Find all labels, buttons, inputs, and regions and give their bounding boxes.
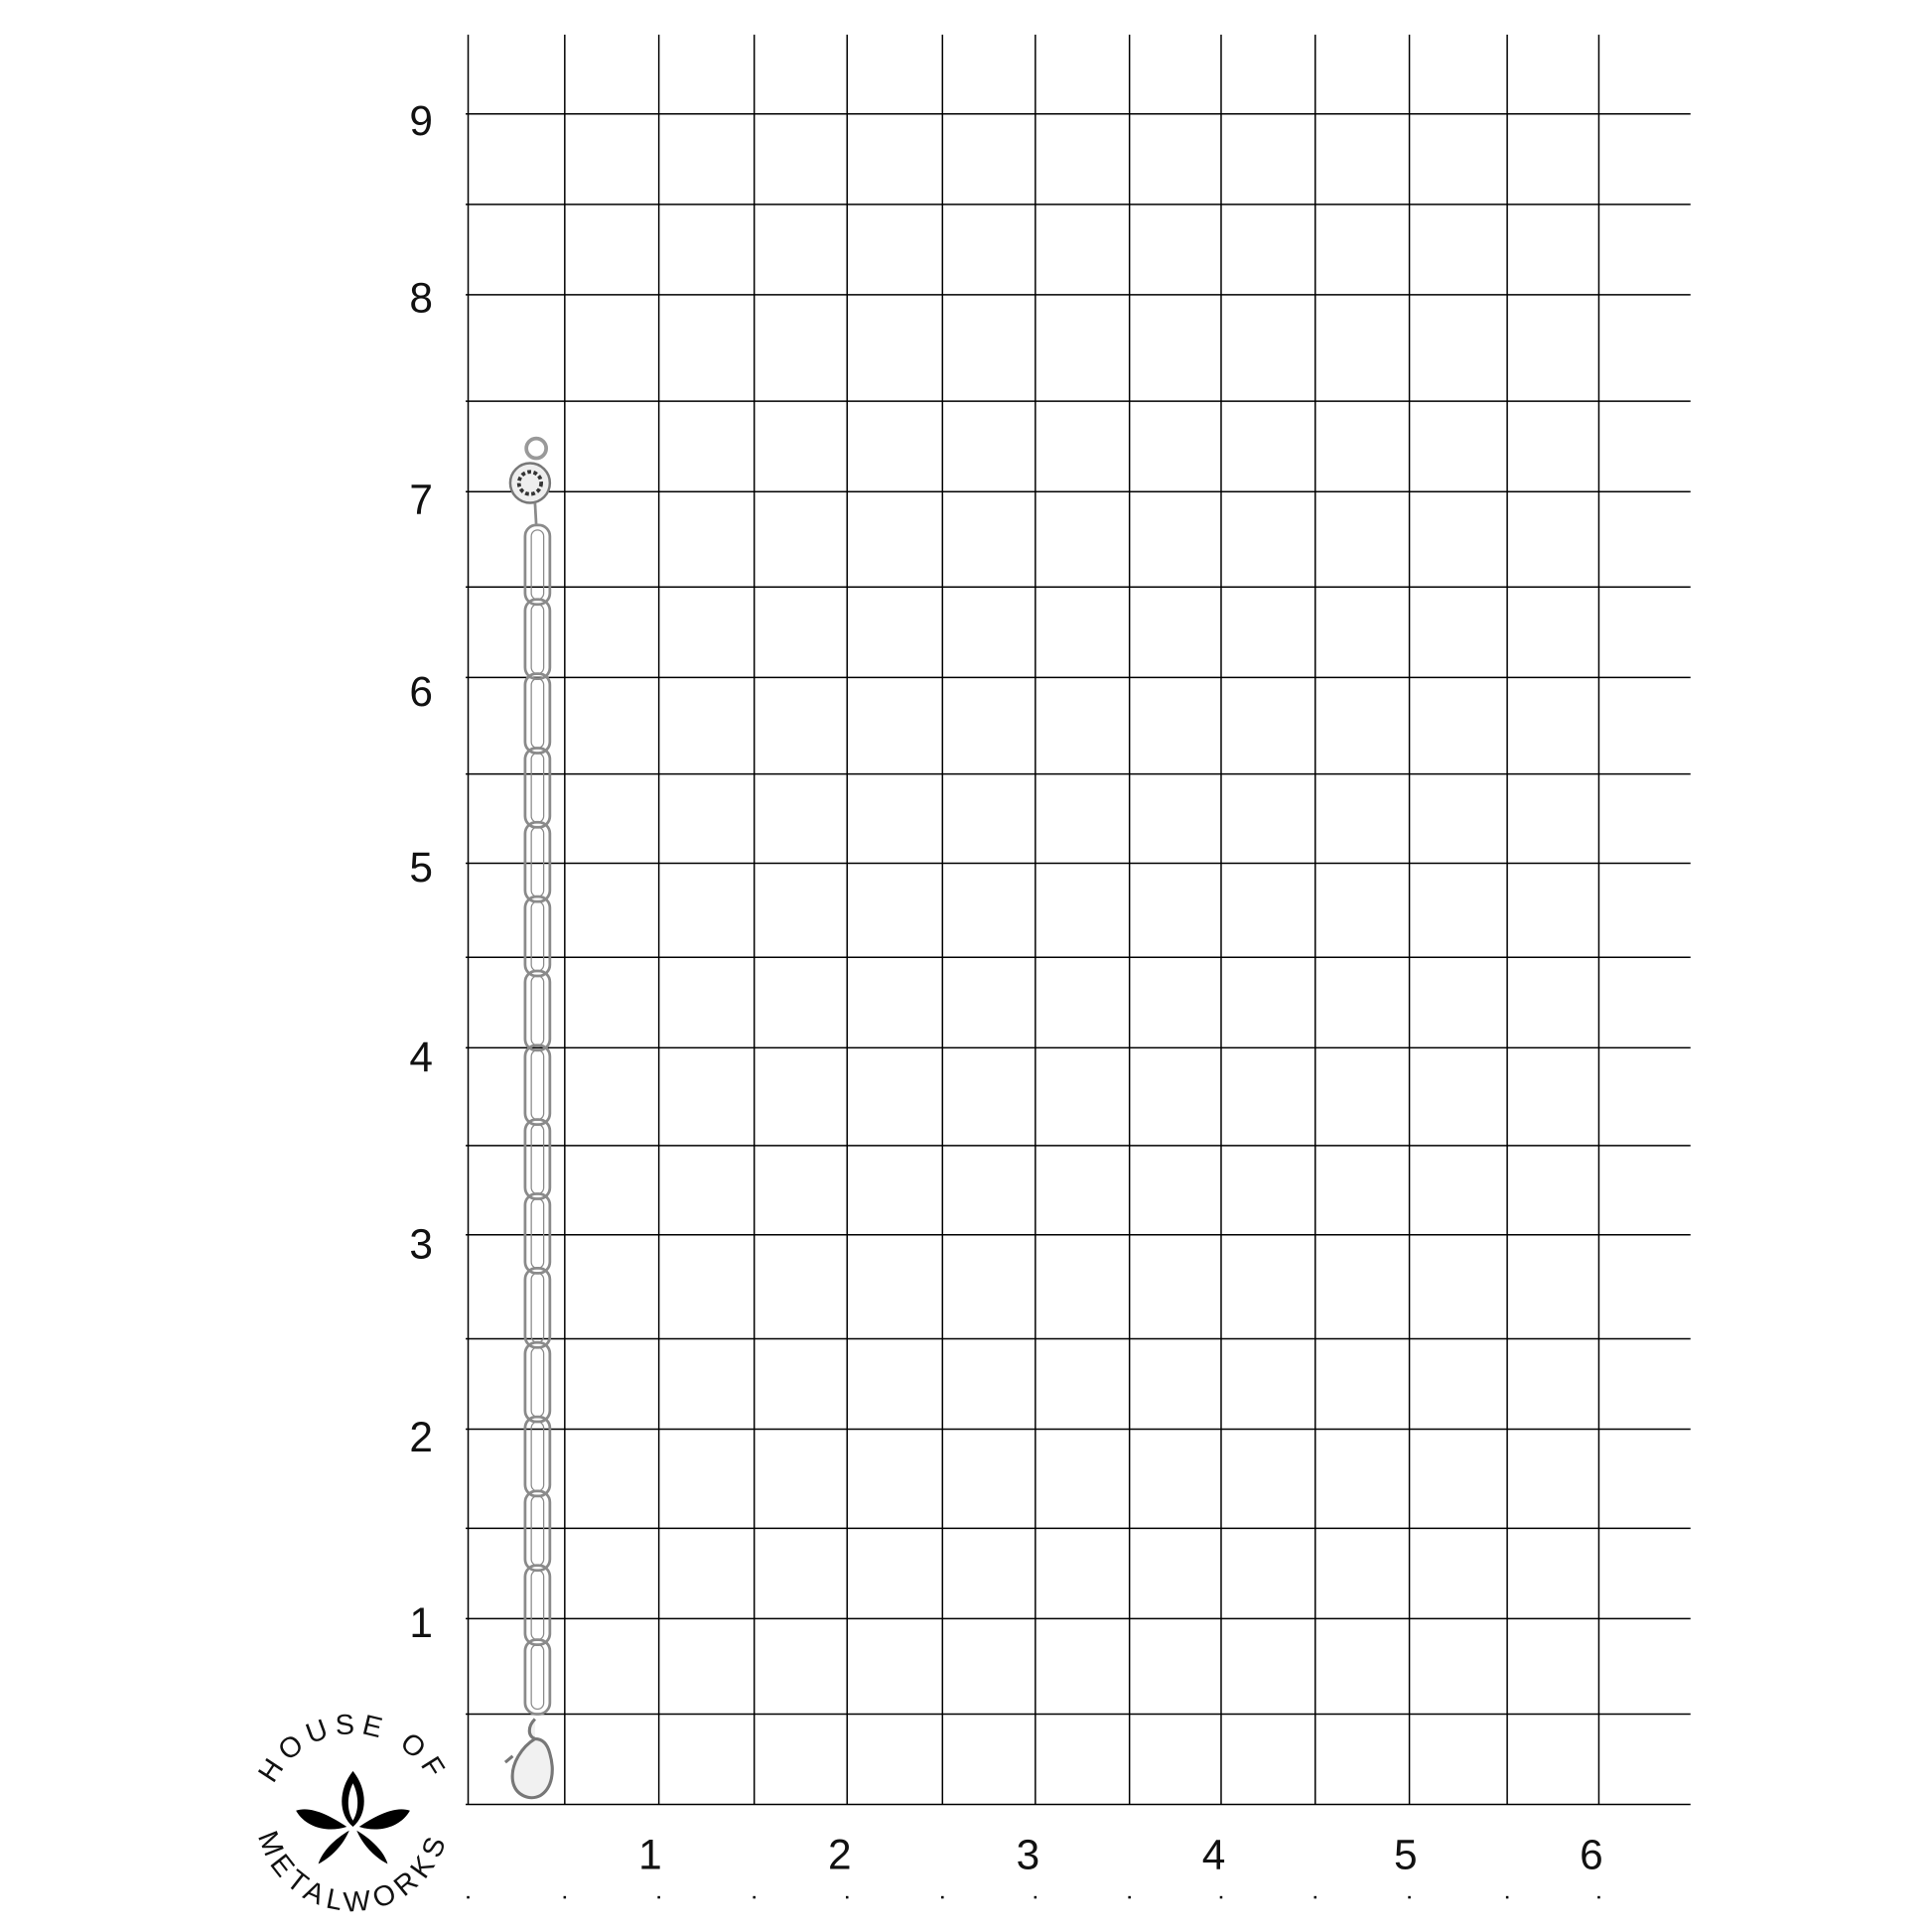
chain-link-inner (530, 1643, 545, 1711)
y-tick-label: 6 (409, 668, 433, 715)
chain-link (523, 1564, 552, 1646)
x-tick-label: 5 (1394, 1831, 1418, 1877)
y-tick-label: 8 (409, 274, 433, 321)
clasp-engraving (516, 470, 544, 496)
y-tick-label: 7 (409, 477, 433, 523)
tick-dot (1313, 1895, 1317, 1899)
chain-link-inner (530, 1197, 545, 1269)
x-tick-label: 4 (1202, 1831, 1226, 1877)
chain-link-inner (530, 529, 545, 601)
chain-link (523, 895, 552, 978)
tick-dot (657, 1895, 660, 1899)
chain-link (523, 598, 552, 680)
tick-dot (467, 1895, 470, 1899)
box-clasp-icon (508, 462, 552, 504)
chain-link-inner (530, 1495, 545, 1567)
x-tick-label: 2 (828, 1831, 852, 1877)
tick-dot (1408, 1895, 1411, 1899)
tick-dot (1597, 1895, 1600, 1899)
y-tick-label: 2 (409, 1414, 433, 1460)
chain-link-inner (530, 1346, 545, 1418)
chain-link-inner (530, 1049, 545, 1121)
baseline-dots (467, 1895, 1600, 1899)
tick-dot (753, 1895, 756, 1899)
chain-link-inner (530, 1124, 545, 1195)
chain-link (523, 1118, 552, 1200)
tick-dot (1034, 1895, 1037, 1899)
chain-link-inner (530, 1272, 545, 1343)
tick-dot (845, 1895, 849, 1899)
chain-link-inner (530, 1570, 545, 1641)
chain-link (523, 1638, 552, 1716)
chain-link (523, 969, 552, 1052)
chain-link (523, 523, 552, 607)
chain-link (523, 747, 552, 829)
chain-link-inner (530, 975, 545, 1046)
brand-logo: HOUSE OF METALWORKS (251, 1709, 455, 1919)
tick-dot (1505, 1895, 1509, 1899)
y-tick-label: 4 (409, 1034, 433, 1080)
chain-link-inner (530, 752, 545, 823)
chain-link-inner (530, 900, 545, 972)
chain-link (523, 1043, 552, 1127)
chain-link (523, 1489, 552, 1573)
x-tick-label: 6 (1580, 1831, 1603, 1877)
chain-link-inner (530, 826, 545, 897)
x-tick-label: 3 (1017, 1831, 1040, 1877)
bracelet-chain (503, 436, 554, 1800)
chain-link (523, 1340, 552, 1424)
lotus-icon (296, 1770, 410, 1864)
y-axis-labels: 9 8 7 6 5 4 3 2 1 (409, 97, 433, 1646)
lobster-clasp-icon (503, 1718, 554, 1800)
tick-dot (563, 1895, 567, 1899)
y-tick-label: 1 (409, 1599, 433, 1646)
connector (533, 502, 538, 525)
tick-dot (941, 1895, 944, 1899)
grid (466, 34, 1691, 1806)
tick-dot (1219, 1895, 1223, 1899)
chain-link (523, 672, 552, 755)
y-tick-label: 9 (409, 97, 433, 144)
chain-link-inner (530, 1421, 545, 1492)
chain-link (523, 1267, 552, 1349)
y-tick-label: 5 (409, 844, 433, 891)
logo-bottom-text: METALWORKS (251, 1827, 449, 1919)
y-tick-label: 3 (409, 1220, 433, 1267)
chain-link-inner (530, 677, 545, 750)
jump-ring (524, 436, 548, 461)
chain-link (523, 820, 552, 903)
svg-text:METALWORKS: METALWORKS (251, 1827, 455, 1919)
x-tick-label: 1 (638, 1831, 662, 1877)
chain-link-inner (530, 604, 545, 675)
chain-link (523, 1192, 552, 1275)
x-axis-labels: 1 2 3 4 5 6 (638, 1831, 1603, 1877)
tick-dot (1128, 1895, 1131, 1899)
